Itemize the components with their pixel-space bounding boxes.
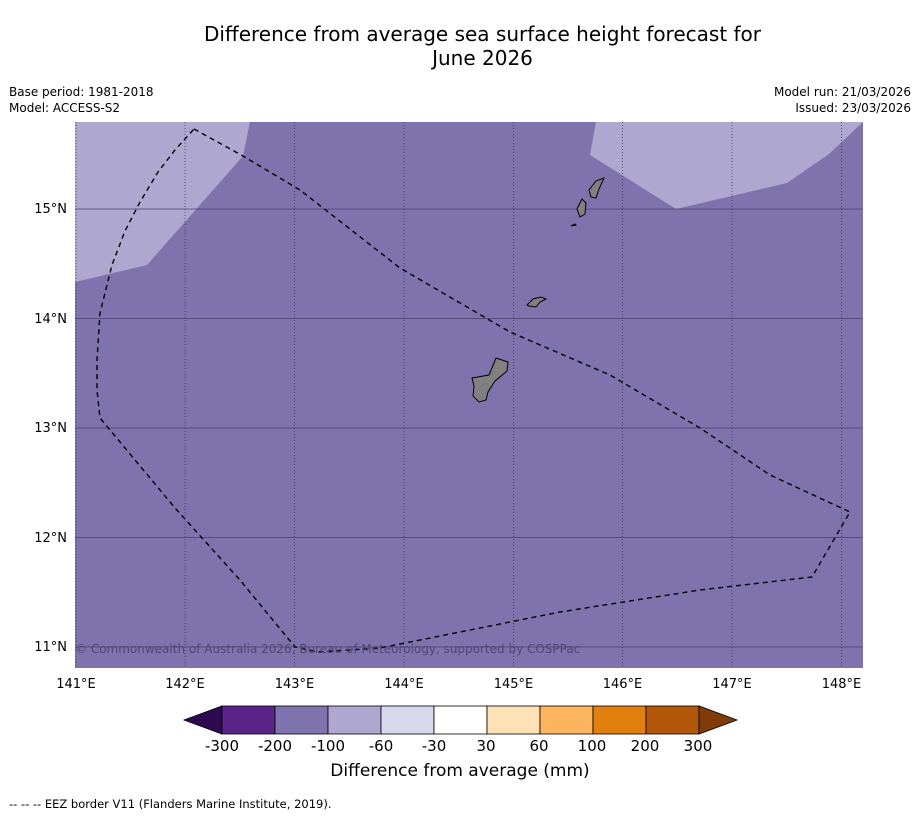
colorbar-extend-low <box>182 705 223 735</box>
lat-label: 13°N <box>34 421 67 436</box>
island-guam <box>471 357 509 403</box>
colorbar-segment <box>433 705 488 735</box>
colorbar-segment <box>645 705 700 735</box>
colorbar-tick: -300 <box>204 737 240 755</box>
colorbar-segment <box>592 705 647 735</box>
lon-label: 143°E <box>275 677 315 692</box>
colorbar-tick: -60 <box>368 737 394 755</box>
meta-right: Model run: 21/03/2026 Issued: 23/03/2026 <box>774 84 911 116</box>
island-saipan <box>588 177 605 199</box>
colorbar-tick: 200 <box>630 737 660 755</box>
colorbar-tick: -200 <box>257 737 293 755</box>
base-period: Base period: 1981-2018 <box>9 85 154 99</box>
islands <box>471 177 605 403</box>
colorbar-segment <box>539 705 594 735</box>
lon-label: 147°E <box>712 677 752 692</box>
model-run: Model run: 21/03/2026 <box>773 85 911 99</box>
colorbar <box>182 705 739 735</box>
lat-label: 15°N <box>34 202 67 217</box>
island-aguijan <box>570 223 578 227</box>
colorbar-segment <box>380 705 435 735</box>
lat-label: 12°N <box>34 531 67 546</box>
issued-date: Issued: 23/03/2026 <box>795 101 911 115</box>
colorbar-extend-high <box>698 705 739 735</box>
eez-footnote: -- -- -- EEZ border V11 (Flanders Marine… <box>9 797 332 811</box>
colorbar-tick: 30 <box>476 737 496 755</box>
colorbar-tick: 100 <box>577 737 607 755</box>
ocean-anomaly-light-northwest <box>75 122 250 282</box>
island-tinian <box>576 198 587 218</box>
colorbar-segment <box>327 705 382 735</box>
lat-axis: 15°N 14°N 13°N 12°N 11°N <box>34 202 67 655</box>
lat-label: 14°N <box>34 312 67 327</box>
meta-left: Base period: 1981-2018 Model: ACCESS-S2 <box>9 84 154 116</box>
lon-label: 141°E <box>56 677 96 692</box>
lon-axis: 141°E 142°E 143°E 144°E 145°E 146°E 147°… <box>56 677 861 692</box>
colorbar-tick: -100 <box>310 737 346 755</box>
map-panel: © Commonwealth of Australia 2026, Bureau… <box>75 122 863 668</box>
colorbar-segment <box>221 705 276 735</box>
lon-label: 146°E <box>603 677 643 692</box>
colorbar-segment <box>486 705 541 735</box>
colorbar-segment <box>274 705 329 735</box>
colorbar-tick: 60 <box>529 737 549 755</box>
colorbar-label: Difference from average (mm) <box>330 761 590 781</box>
island-rota <box>526 296 548 308</box>
colorbar-tick: -30 <box>421 737 447 755</box>
ocean-anomaly-light-northeast <box>590 122 863 209</box>
copyright-note: © Commonwealth of Australia 2026, Bureau… <box>75 642 580 656</box>
chart-title: Difference from average sea surface heig… <box>0 22 919 70</box>
lon-label: 142°E <box>165 677 205 692</box>
eez-border <box>96 128 851 653</box>
lon-label: 144°E <box>384 677 424 692</box>
model-name: Model: ACCESS-S2 <box>9 101 121 115</box>
lat-label: 11°N <box>34 640 67 655</box>
lon-label: 148°E <box>822 677 862 692</box>
title-line-2: June 2026 <box>432 46 533 70</box>
colorbar-tick: 300 <box>683 737 713 755</box>
grid-meridians <box>75 122 842 668</box>
title-line-1: Difference from average sea surface heig… <box>203 22 762 46</box>
lon-label: 145°E <box>494 677 534 692</box>
